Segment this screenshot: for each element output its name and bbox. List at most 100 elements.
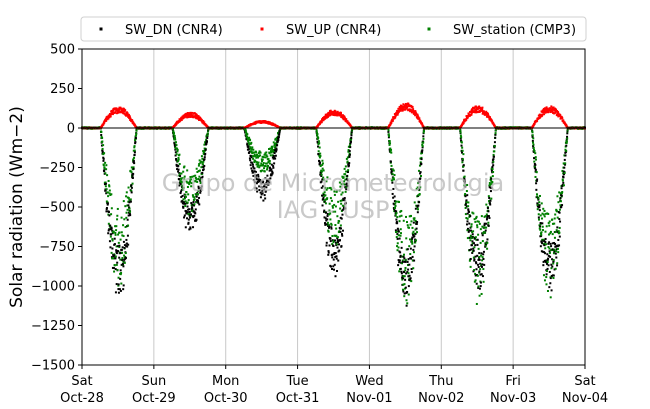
sw-dn-point <box>336 246 339 249</box>
sw-dn-point <box>460 144 463 147</box>
sw-station-point <box>271 154 274 157</box>
sw-station-point <box>255 163 258 166</box>
sw-dn-point <box>413 259 416 262</box>
sw-dn-point <box>421 149 424 152</box>
sw-station-point <box>133 149 136 152</box>
sw-station-point <box>256 162 259 165</box>
sw-station-point <box>256 154 259 157</box>
sw-station-point <box>103 167 106 170</box>
sw-station-point <box>486 241 489 244</box>
sw-up-point <box>339 112 342 115</box>
sw-dn-point <box>267 179 270 182</box>
sw-dn-point <box>410 257 413 260</box>
sw-dn-point <box>128 212 131 215</box>
sw-station-point <box>328 209 331 212</box>
sw-station-point <box>394 204 397 207</box>
sw-dn-point <box>486 207 489 210</box>
sw-up-point <box>405 107 408 110</box>
sw-dn-point <box>105 208 108 211</box>
sw-station-point <box>464 206 467 209</box>
sw-station-point <box>342 205 345 208</box>
sw-station-point <box>186 186 189 189</box>
sw-dn-point <box>400 272 403 275</box>
sw-dn-point <box>113 243 116 246</box>
sw-station-point <box>401 259 404 262</box>
sw-dn-point <box>271 170 274 173</box>
sw-station-point <box>182 186 185 189</box>
sw-dn-point <box>194 212 197 215</box>
sw-dn-point <box>184 226 187 229</box>
sw-dn-point <box>132 160 135 163</box>
sw-station-point <box>116 214 119 217</box>
sw-station-point <box>270 150 273 153</box>
sw-dn-point <box>399 267 402 270</box>
sw-dn-point <box>463 178 466 181</box>
sw-station-point <box>129 198 132 201</box>
sw-station-point <box>343 183 346 186</box>
sw-station-point <box>113 264 116 267</box>
sw-station-point <box>189 176 192 179</box>
sw-station-point <box>117 284 120 287</box>
sw-dn-point <box>396 227 399 230</box>
sw-station-point <box>460 136 463 139</box>
sw-station-point <box>200 160 203 163</box>
sw-station-point <box>351 128 354 131</box>
sw-dn-point <box>482 250 485 253</box>
sw-station-point <box>244 129 247 132</box>
sw-station-point <box>129 210 132 213</box>
sw-dn-point <box>331 239 334 242</box>
sw-up-point <box>119 106 122 109</box>
sw-dn-point <box>462 164 465 167</box>
sw-station-point <box>132 158 135 161</box>
sw-dn-point <box>250 156 253 159</box>
sw-dn-point <box>406 260 409 263</box>
sw-up-point <box>416 113 419 116</box>
sw-station-point <box>459 129 462 132</box>
sw-dn-point <box>334 239 336 242</box>
sw-station-point <box>125 191 128 194</box>
sw-dn-point <box>482 258 485 260</box>
sw-dn-point <box>125 242 128 245</box>
sw-station-point <box>134 139 137 142</box>
sw-dn-point <box>192 216 195 219</box>
sw-dn-point <box>349 146 352 149</box>
sw-dn-point <box>419 177 422 180</box>
sw-station-point <box>250 150 253 153</box>
sw-station-point <box>184 195 187 198</box>
sw-dn-point <box>265 186 268 189</box>
sw-dn-point <box>471 251 474 254</box>
sw-station-point <box>321 159 324 162</box>
sw-up-point <box>195 113 198 116</box>
sw-up-point <box>475 111 478 114</box>
sw-station-point <box>116 218 119 221</box>
sw-station-point <box>474 220 477 223</box>
sw-dn-point <box>273 152 276 155</box>
sw-dn-point <box>478 258 481 261</box>
sw-dn-point <box>472 242 475 245</box>
sw-dn-point <box>329 237 332 240</box>
sw-dn-point <box>100 144 103 147</box>
sw-dn-point <box>108 228 111 231</box>
sw-station-point <box>119 273 122 276</box>
sw-station-point <box>266 155 269 158</box>
sw-dn-point <box>126 234 129 237</box>
sw-dn-point <box>323 200 326 203</box>
sw-dn-point <box>321 194 324 197</box>
sw-dn-point <box>109 246 112 249</box>
sw-dn-point <box>333 263 336 266</box>
sw-station-point <box>403 295 406 298</box>
sw-station-point <box>393 178 396 181</box>
sw-station-point <box>116 268 119 271</box>
sw-up-point <box>399 108 402 111</box>
sw-dn-point <box>178 178 181 181</box>
sw-station-point <box>479 268 482 271</box>
sw-dn-point <box>387 136 390 139</box>
sw-station-point <box>411 259 414 262</box>
sw-dn-point <box>193 214 196 217</box>
sw-station-point <box>388 143 391 146</box>
sw-dn-point <box>330 265 332 268</box>
sw-up-point <box>401 105 404 108</box>
sw-station-point <box>463 184 466 187</box>
sw-station-point <box>195 201 198 204</box>
sw-dn-point <box>326 223 329 226</box>
